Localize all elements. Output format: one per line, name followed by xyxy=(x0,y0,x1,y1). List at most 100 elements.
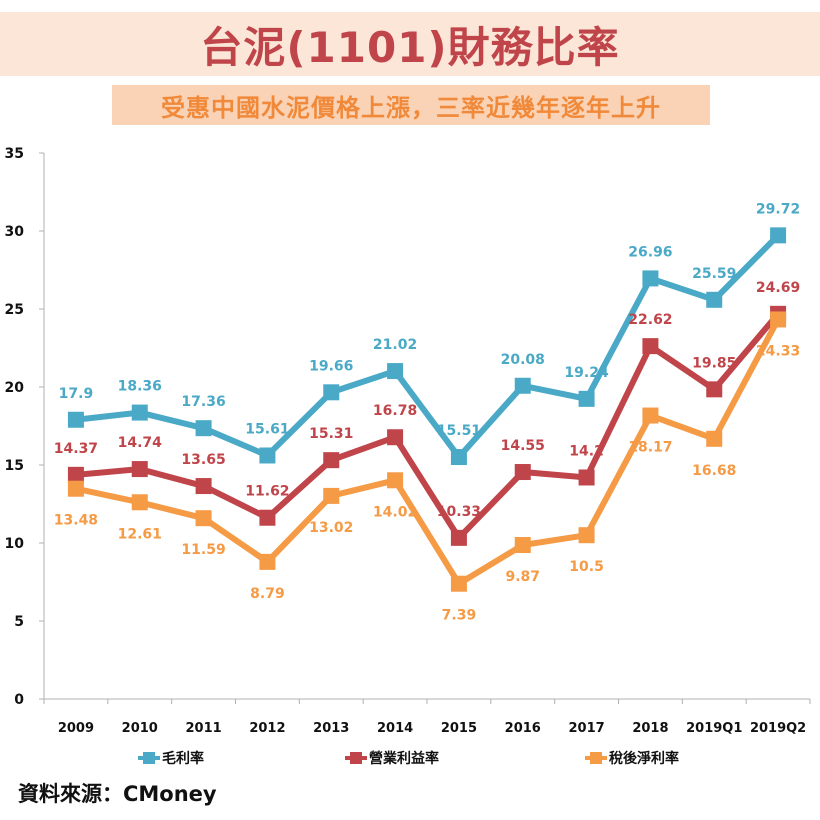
data-label: 7.39 xyxy=(442,608,477,624)
legend-marker-icon xyxy=(590,752,602,764)
data-point-marker xyxy=(323,487,340,504)
series-lines xyxy=(67,227,787,592)
data-label: 8.79 xyxy=(250,586,285,602)
x-tick-label: 2019Q1 xyxy=(686,721,742,736)
data-point-marker xyxy=(706,381,723,398)
x-tick-label: 2009 xyxy=(58,721,94,736)
x-tick-label: 2016 xyxy=(505,721,541,736)
legend-item-1[interactable]: 毛利率 xyxy=(138,750,204,767)
data-point-marker xyxy=(387,363,404,380)
data-label: 17.9 xyxy=(59,386,94,402)
data-point-marker xyxy=(450,449,467,466)
data-label: 21.02 xyxy=(373,337,417,353)
data-label: 11.59 xyxy=(181,542,225,558)
data-point-marker xyxy=(706,291,723,308)
legend-item-2[interactable]: 營業利益率 xyxy=(345,750,439,767)
data-point-marker xyxy=(514,377,531,394)
data-label: 9.87 xyxy=(505,569,540,585)
data-point-marker xyxy=(195,478,212,495)
data-point-marker xyxy=(131,494,148,511)
data-point-marker xyxy=(514,537,531,554)
data-label: 13.65 xyxy=(181,452,225,468)
data-label: 17.36 xyxy=(181,394,225,410)
y-tick-label: 20 xyxy=(5,380,25,396)
data-label: 14.55 xyxy=(501,438,545,454)
legend: 毛利率 營業利益率 稅後淨利率 xyxy=(138,750,679,767)
y-tick-label: 25 xyxy=(5,302,24,318)
legend-label: 稅後淨利率 xyxy=(609,750,679,767)
data-label: 25.59 xyxy=(692,266,736,282)
data-point-marker xyxy=(642,270,659,287)
data-point-marker xyxy=(195,420,212,437)
y-tick-label: 15 xyxy=(5,458,24,474)
data-point-marker xyxy=(770,311,787,328)
data-point-marker xyxy=(578,469,595,486)
data-label: 13.02 xyxy=(309,520,353,536)
data-label: 18.36 xyxy=(118,379,162,395)
chart-subtitle: 受惠中國水泥價格上漲，三率近幾年逐年上升 xyxy=(161,93,661,122)
data-point-marker xyxy=(131,461,148,478)
series-line-2 xyxy=(75,311,781,543)
x-tick-label: 2011 xyxy=(185,721,221,736)
data-label: 29.72 xyxy=(756,201,800,217)
data-point-marker xyxy=(67,411,84,428)
data-point-marker xyxy=(323,452,340,469)
data-label: 14.74 xyxy=(118,435,163,451)
data-point-marker xyxy=(770,227,787,244)
data-label: 15.51 xyxy=(437,423,481,439)
data-label: 24.69 xyxy=(756,280,800,296)
data-point-marker xyxy=(259,553,276,570)
data-point-marker xyxy=(323,384,340,401)
data-label: 19.85 xyxy=(692,355,736,371)
x-tick-label: 2015 xyxy=(441,721,477,736)
series-line-3 xyxy=(75,318,781,588)
x-tick-label: 2017 xyxy=(568,721,604,736)
data-label: 19.66 xyxy=(309,358,353,374)
data-point-marker xyxy=(67,466,84,483)
x-tick-label: 2018 xyxy=(632,721,668,736)
legend-marker-icon xyxy=(143,752,155,764)
chart-title: 台泥(1101)財務比率 xyxy=(200,22,620,72)
data-point-marker xyxy=(450,575,467,592)
legend-label: 營業利益率 xyxy=(369,750,439,767)
x-tick-label: 2013 xyxy=(313,721,349,736)
x-tick-label: 2012 xyxy=(249,721,285,736)
data-point-marker xyxy=(706,430,723,447)
y-tick-label: 10 xyxy=(5,536,25,552)
data-point-marker xyxy=(642,407,659,424)
data-label: 15.61 xyxy=(245,421,289,437)
x-tick-label: 2010 xyxy=(122,721,158,736)
data-label: 19.24 xyxy=(564,365,609,381)
data-point-marker xyxy=(578,527,595,544)
data-label: 18.17 xyxy=(628,440,672,456)
y-tick-label: 0 xyxy=(14,692,24,708)
data-point-marker xyxy=(514,464,531,481)
data-point-marker xyxy=(450,529,467,546)
data-label: 14.2 xyxy=(569,443,604,459)
data-labels: 17.9 18.36 17.36 15.61 19.66 21.02 15.51 20.08 1… xyxy=(54,201,800,623)
legend-marker-icon xyxy=(350,752,362,764)
data-label: 22.62 xyxy=(628,312,672,328)
data-point-marker xyxy=(195,510,212,527)
data-label: 26.96 xyxy=(628,244,672,260)
y-tick-label: 35 xyxy=(5,146,24,162)
subtitle-band: 受惠中國水泥價格上漲，三率近幾年逐年上升 xyxy=(112,85,710,125)
data-point-marker xyxy=(387,429,404,446)
data-point-marker xyxy=(259,509,276,526)
series-line-1 xyxy=(75,233,781,462)
data-label: 24.33 xyxy=(756,343,800,359)
y-tick-label: 30 xyxy=(5,224,25,240)
data-point-marker xyxy=(578,390,595,407)
legend-label: 毛利率 xyxy=(162,750,204,767)
data-label: 13.48 xyxy=(54,513,98,529)
y-tick-label: 5 xyxy=(14,614,24,630)
data-label: 14.37 xyxy=(54,441,98,457)
data-point-marker xyxy=(67,480,84,497)
data-label: 15.31 xyxy=(309,426,353,442)
data-point-marker xyxy=(387,472,404,489)
legend-item-3[interactable]: 稅後淨利率 xyxy=(585,750,679,767)
data-label: 12.61 xyxy=(118,526,162,542)
data-label: 16.78 xyxy=(373,403,417,419)
x-tick-label: 2019Q2 xyxy=(750,721,806,736)
